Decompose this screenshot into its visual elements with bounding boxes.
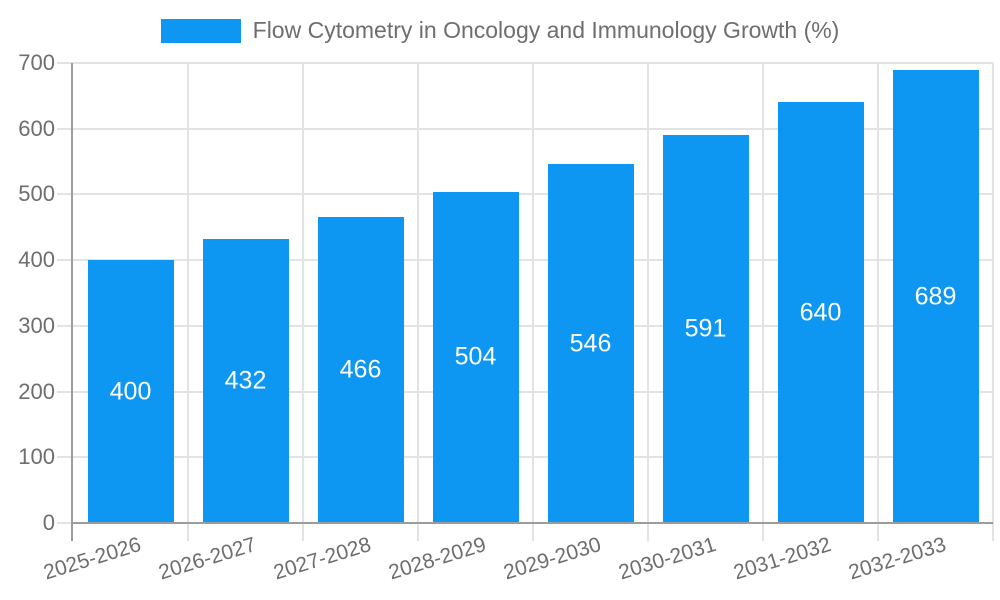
h-gridline [57, 62, 993, 64]
h-gridline [57, 127, 993, 130]
y-tick-label: 700 [18, 50, 55, 75]
h-gridline [57, 390, 993, 393]
y-tick-label: 400 [18, 247, 55, 273]
v-gridline [992, 63, 994, 541]
v-gridline [647, 63, 649, 541]
legend-swatch [160, 18, 241, 43]
x-axis-line [71, 522, 993, 524]
v-gridline [877, 63, 879, 541]
bar-value-label: 466 [339, 355, 382, 384]
h-gridline [57, 456, 993, 459]
legend-label: Flow Cytometry in Oncology and Immunolog… [252, 17, 840, 43]
bar-value-label: 546 [569, 329, 612, 358]
y-tick-label: 200 [18, 378, 55, 404]
legend-item[interactable]: Flow Cytometry in Oncology and Immunolog… [0, 17, 1000, 44]
y-tick-label: 300 [18, 312, 55, 338]
plot-area: 0 100 200 300 400 500 600 700 400 2025-2026 432 202… [18, 50, 994, 584]
y-tick-label: 0 [42, 510, 55, 535]
v-gridline [762, 63, 764, 541]
bar-value-label: 504 [454, 342, 497, 371]
y-axis-line [71, 63, 73, 541]
h-gridline [57, 193, 993, 196]
v-gridline [187, 63, 189, 541]
h-gridline [57, 259, 993, 262]
bar: 640 [777, 102, 864, 523]
bar: 689 [892, 70, 979, 523]
bar-value-label: 400 [109, 377, 152, 406]
bar-value-label: 591 [684, 314, 727, 343]
bar: 432 [202, 239, 289, 523]
y-tick-label: 100 [18, 444, 55, 470]
v-gridline [417, 63, 419, 541]
y-tick-label: 500 [18, 181, 55, 207]
bar: 546 [547, 164, 634, 523]
h-gridline [57, 324, 993, 327]
bar-value-label: 432 [224, 366, 267, 395]
bar-value-label: 689 [914, 282, 957, 311]
y-tick-label: 600 [18, 115, 55, 141]
v-gridline [532, 63, 534, 541]
bar: 400 [87, 260, 174, 523]
bar: 466 [317, 216, 404, 523]
bar: 504 [432, 191, 519, 523]
bar-value-label: 640 [799, 298, 842, 327]
bar: 591 [662, 134, 749, 523]
v-gridline [302, 63, 304, 541]
